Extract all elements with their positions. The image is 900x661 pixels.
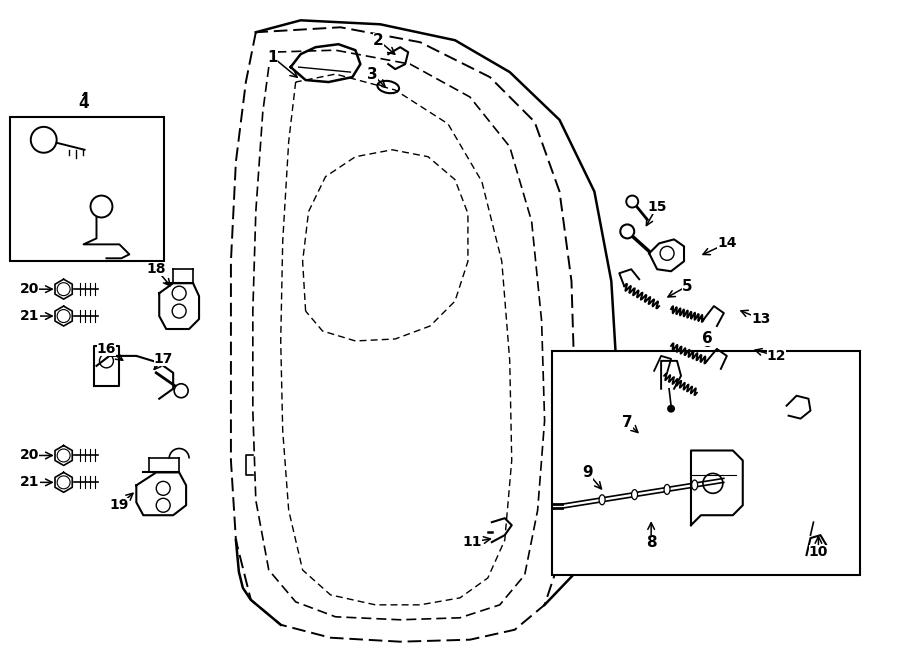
- Text: 6: 6: [701, 335, 712, 350]
- Text: 13: 13: [751, 312, 770, 326]
- Text: 6: 6: [701, 331, 712, 346]
- Circle shape: [620, 225, 634, 239]
- Text: 12: 12: [767, 349, 787, 363]
- Circle shape: [626, 196, 638, 208]
- Text: 19: 19: [110, 498, 129, 512]
- Text: 2: 2: [373, 33, 383, 48]
- Ellipse shape: [632, 490, 637, 500]
- Text: 8: 8: [646, 535, 656, 549]
- Text: 3: 3: [367, 67, 378, 81]
- Text: 14: 14: [717, 237, 736, 251]
- Bar: [10, 117, 164, 261]
- Text: 10: 10: [809, 545, 828, 559]
- Circle shape: [175, 384, 188, 398]
- Text: 5: 5: [681, 279, 692, 293]
- Ellipse shape: [691, 480, 698, 490]
- Ellipse shape: [599, 495, 605, 505]
- Text: 15: 15: [647, 200, 667, 214]
- Bar: [552, 351, 860, 575]
- Text: 11: 11: [463, 535, 482, 549]
- Text: 4: 4: [78, 93, 89, 108]
- Text: 20: 20: [20, 448, 40, 463]
- Text: 16: 16: [97, 342, 116, 356]
- Text: 1: 1: [267, 50, 278, 65]
- Text: 21: 21: [20, 309, 40, 323]
- Text: 20: 20: [20, 282, 40, 296]
- Ellipse shape: [664, 485, 670, 494]
- Text: 17: 17: [154, 352, 173, 366]
- Text: 9: 9: [582, 465, 593, 480]
- Text: 18: 18: [147, 262, 166, 276]
- Circle shape: [667, 405, 675, 412]
- Text: 7: 7: [622, 415, 633, 430]
- Text: 4: 4: [78, 97, 89, 112]
- Text: 21: 21: [20, 475, 40, 489]
